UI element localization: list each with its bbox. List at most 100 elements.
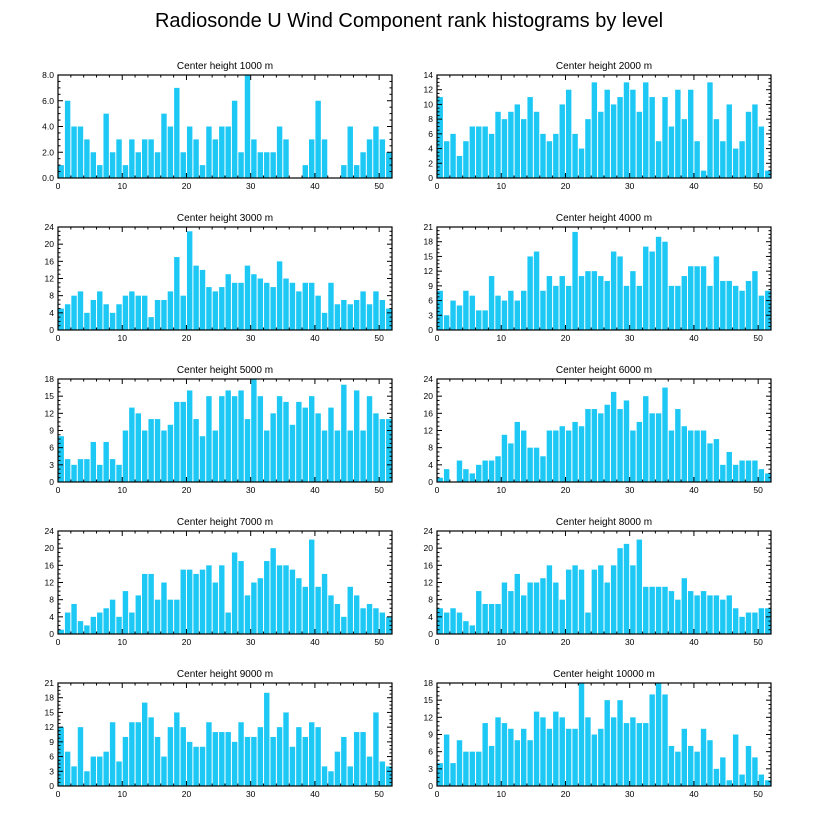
histogram-bar — [116, 616, 122, 634]
y-tick-label: 6 — [49, 443, 54, 453]
histogram-bar — [219, 287, 225, 330]
histogram-bar — [655, 236, 662, 330]
y-tick-label: 12 — [45, 274, 55, 284]
y-tick-label: 24 — [45, 222, 55, 232]
histogram-bar — [450, 300, 456, 330]
histogram-bar — [109, 152, 116, 178]
histogram-bar — [565, 569, 572, 635]
x-tick-label: 10 — [496, 485, 506, 495]
histogram-bar — [135, 595, 141, 635]
histogram-bar — [495, 717, 501, 786]
histogram-bar — [167, 126, 174, 178]
histogram-bar — [578, 426, 585, 482]
histogram-bar — [521, 430, 527, 482]
histogram-bar — [758, 126, 765, 178]
histogram-bar — [315, 727, 321, 786]
histogram-bar — [84, 625, 90, 634]
histogram-bar — [488, 460, 495, 482]
histogram-bar — [450, 133, 456, 178]
histogram-bar — [752, 104, 758, 178]
histogram-bar — [186, 569, 193, 635]
histogram-bar — [463, 141, 469, 178]
histogram-bar — [347, 430, 353, 482]
histogram-bar — [732, 464, 739, 482]
histogram-bar — [148, 419, 154, 482]
histogram-bar — [347, 586, 353, 634]
histogram-bar — [122, 736, 129, 786]
histogram-bar — [443, 734, 450, 786]
panel-title: Center height 8000 m — [556, 517, 652, 528]
histogram-bar — [514, 573, 520, 634]
histogram-panel: Center height 7000 m 0 10 20 30 40 50 0 4 8 12 16 20… — [45, 517, 393, 647]
histogram-bar — [289, 424, 296, 482]
histogram-bar — [649, 586, 655, 634]
histogram-bar — [553, 430, 559, 482]
histogram-bar — [148, 573, 154, 634]
histogram-bar — [199, 269, 206, 330]
histogram-bar — [610, 251, 617, 330]
histogram-bar — [508, 591, 514, 634]
histogram-bar — [84, 312, 90, 330]
histogram-bar — [720, 141, 726, 178]
histogram-bar — [58, 165, 64, 179]
histogram-bar — [231, 100, 238, 178]
histogram-bar — [726, 104, 732, 178]
histogram-panel: Center height 6000 m 0 10 20 30 40 50 0 4 8 12 16 20… — [424, 365, 772, 495]
histogram-bar — [450, 608, 456, 634]
histogram-bar — [720, 599, 726, 634]
x-tick-label: 50 — [374, 181, 384, 191]
histogram-bar — [765, 473, 771, 482]
histogram-bar — [386, 766, 392, 786]
x-tick-label: 50 — [753, 637, 763, 647]
histogram-bar — [142, 430, 148, 482]
histogram-bar — [636, 539, 643, 634]
histogram-bar — [694, 595, 700, 635]
histogram-bar — [476, 310, 482, 330]
histogram-bar — [604, 280, 610, 330]
histogram-bar — [219, 565, 225, 634]
histogram-bar — [533, 447, 540, 482]
histogram-bar — [135, 413, 141, 482]
histogram-bar — [688, 745, 694, 786]
histogram-bar — [463, 751, 469, 786]
histogram-bar — [578, 148, 585, 178]
histogram-bar — [193, 265, 199, 331]
histogram-bar — [97, 756, 103, 786]
x-tick-label: 20 — [182, 485, 192, 495]
histogram-bar — [360, 152, 366, 178]
y-tick-label: 2.0 — [42, 147, 54, 157]
histogram-bar — [122, 165, 129, 179]
histogram-bar — [617, 548, 623, 634]
y-tick-label: 15 — [45, 707, 55, 717]
histogram-bar — [623, 543, 630, 635]
x-tick-label: 0 — [56, 789, 61, 799]
histogram-bar — [578, 276, 585, 330]
histogram-bar — [148, 717, 154, 786]
x-tick-label: 10 — [117, 789, 127, 799]
histogram-bar — [386, 152, 392, 178]
histogram-bar — [681, 578, 687, 634]
histogram-bar — [681, 276, 687, 330]
histogram-bar — [257, 278, 264, 330]
histogram-bar — [135, 295, 141, 330]
x-tick-label: 30 — [625, 181, 635, 191]
histogram-bar — [386, 308, 392, 330]
histogram-bar — [630, 565, 636, 634]
histogram-bar — [296, 401, 302, 482]
histogram-bar — [90, 616, 97, 634]
histogram-bar — [501, 300, 508, 330]
x-tick-label: 50 — [753, 789, 763, 799]
histogram-bar — [495, 295, 501, 330]
histogram-bar — [578, 683, 585, 786]
histogram-bar — [476, 464, 482, 482]
histogram-bar — [700, 728, 707, 786]
histogram-bar — [174, 401, 180, 482]
histogram-bar — [501, 723, 508, 786]
histogram-bar — [315, 413, 321, 482]
histogram-bar — [244, 419, 251, 482]
x-tick-label: 50 — [374, 789, 384, 799]
histogram-bar — [142, 295, 148, 330]
histogram-bar — [508, 443, 514, 483]
histogram-bar — [302, 586, 308, 634]
histogram-bar — [328, 407, 334, 482]
